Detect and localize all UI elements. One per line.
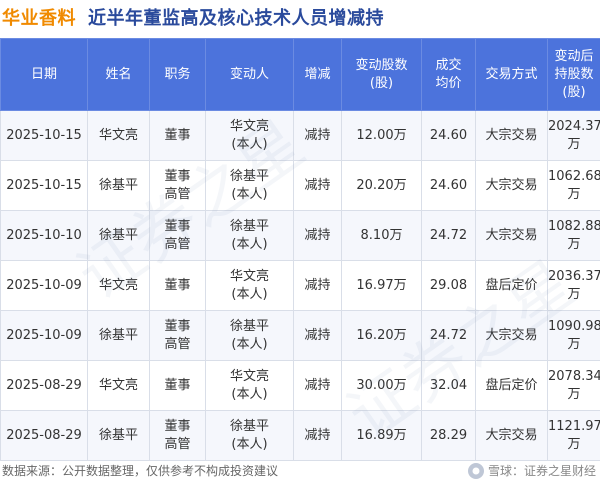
after-header: 变动后 持股数 (股) xyxy=(547,38,600,111)
price-cell: 32.04 xyxy=(421,360,476,411)
direction-cell: 减持 xyxy=(293,110,342,161)
price-cell: 24.72 xyxy=(421,310,476,361)
price-header: 成交 均价 xyxy=(421,38,476,111)
price-cell: 28.29 xyxy=(421,410,476,461)
method-cell: 大宗交易 xyxy=(475,110,548,161)
table-row: 2025-10-15 徐基平 董事 高管 徐基平 (本人) 减持 20.20万 24.60 大宗交… xyxy=(0,160,600,211)
brand-credit: 雪球：证券之星财经 xyxy=(467,462,596,479)
direction-cell: 减持 xyxy=(293,210,342,261)
date-cell: 2025-10-15 xyxy=(0,110,88,161)
direction-cell: 减持 xyxy=(293,160,342,211)
company-name: 华业香料 xyxy=(2,8,76,29)
table-body: 2025-10-15 华文亮 董事 华文亮 (本人) 减持 12.00万 24.60 大宗交易 2… xyxy=(0,110,600,461)
changer-cell: 华文亮 (本人) xyxy=(205,260,294,311)
name-cell: 徐基平 xyxy=(87,210,150,261)
table-row: 2025-10-15 华文亮 董事 华文亮 (本人) 减持 12.00万 24.60 大宗交易 2… xyxy=(0,110,600,161)
changer-cell: 华文亮 (本人) xyxy=(205,360,294,411)
role-header: 职务 xyxy=(149,38,206,111)
table-header-row: 日期 姓名 职务 变动人 增减 变动股数 (股) 成交 均价 交易方式 变动后 持股数 (股) xyxy=(0,38,600,111)
shares-header: 变动股数 (股) xyxy=(341,38,422,111)
changer-cell: 徐基平 (本人) xyxy=(205,410,294,461)
method-cell: 大宗交易 xyxy=(475,410,548,461)
table-row: 2025-10-09 徐基平 董事 高管 徐基平 (本人) 减持 16.20万 24.72 大宗交… xyxy=(0,310,600,361)
shares-cell: 30.00万 xyxy=(341,360,422,411)
method-cell: 大宗交易 xyxy=(475,160,548,211)
name-cell: 华文亮 xyxy=(87,260,150,311)
page-header: 华业香料 近半年董监高及核心技术人员增减持 xyxy=(0,0,600,34)
shares-cell: 16.89万 xyxy=(341,410,422,461)
changer-cell: 华文亮 (本人) xyxy=(205,110,294,161)
price-cell: 24.60 xyxy=(421,160,476,211)
date-cell: 2025-08-29 xyxy=(0,410,88,461)
changer-cell: 徐基平 (本人) xyxy=(205,210,294,261)
name-cell: 徐基平 xyxy=(87,160,150,211)
method-header: 交易方式 xyxy=(475,38,548,111)
role-cell: 董事 高管 xyxy=(149,310,206,361)
name-cell: 徐基平 xyxy=(87,310,150,361)
role-cell: 董事 高管 xyxy=(149,160,206,211)
changer-header: 变动人 xyxy=(205,38,294,111)
name-cell: 华文亮 xyxy=(87,110,150,161)
shares-cell: 12.00万 xyxy=(341,110,422,161)
changer-cell: 徐基平 (本人) xyxy=(205,310,294,361)
name-cell: 华文亮 xyxy=(87,360,150,411)
direction-cell: 减持 xyxy=(293,260,342,311)
date-cell: 2025-10-09 xyxy=(0,260,88,311)
direction-cell: 减持 xyxy=(293,410,342,461)
role-cell: 董事 xyxy=(149,360,206,411)
role-cell: 董事 高管 xyxy=(149,410,206,461)
role-cell: 董事 xyxy=(149,110,206,161)
after-holding-cell: 2078.34万 xyxy=(547,360,600,411)
price-cell: 24.72 xyxy=(421,210,476,261)
method-cell: 大宗交易 xyxy=(475,210,548,261)
table-row: 2025-10-10 徐基平 董事 高管 徐基平 (本人) 减持 8.10万 24.72 大宗交易… xyxy=(0,210,600,261)
date-cell: 2025-10-10 xyxy=(0,210,88,261)
holdings-change-table: 日期 姓名 职务 变动人 增减 变动股数 (股) 成交 均价 交易方式 变动后 持股数 (股) 2025… xyxy=(0,38,600,461)
footer: 数据来源：公开数据整理，仅供参考不构成投资建议 雪球：证券之星财经 xyxy=(0,458,600,483)
method-cell: 大宗交易 xyxy=(475,310,548,361)
method-cell: 盘后定价 xyxy=(475,260,548,311)
price-cell: 29.08 xyxy=(421,260,476,311)
shares-cell: 20.20万 xyxy=(341,160,422,211)
table-row: 2025-08-29 华文亮 董事 华文亮 (本人) 减持 30.00万 32.04 盘后定价 2… xyxy=(0,360,600,411)
snowball-logo-icon xyxy=(467,462,484,479)
after-holding-cell: 1082.88万 xyxy=(547,210,600,261)
date-cell: 2025-10-09 xyxy=(0,310,88,361)
direction-cell: 减持 xyxy=(293,310,342,361)
table-row: 2025-10-09 华文亮 董事 华文亮 (本人) 减持 16.97万 29.08 盘后定价 2… xyxy=(0,260,600,311)
shares-cell: 16.20万 xyxy=(341,310,422,361)
name-header: 姓名 xyxy=(87,38,150,111)
table-row: 2025-08-29 徐基平 董事 高管 徐基平 (本人) 减持 16.89万 28.29 大宗交… xyxy=(0,410,600,461)
date-cell: 2025-08-29 xyxy=(0,360,88,411)
date-cell: 2025-10-15 xyxy=(0,160,88,211)
role-cell: 董事 xyxy=(149,260,206,311)
date-header: 日期 xyxy=(0,38,88,111)
direction-cell: 减持 xyxy=(293,360,342,411)
data-source-note: 数据来源：公开数据整理，仅供参考不构成投资建议 xyxy=(2,464,279,478)
method-cell: 盘后定价 xyxy=(475,360,548,411)
role-cell: 董事 高管 xyxy=(149,210,206,261)
after-holding-cell: 2036.37万 xyxy=(547,260,600,311)
shares-cell: 8.10万 xyxy=(341,210,422,261)
price-cell: 24.60 xyxy=(421,110,476,161)
name-cell: 徐基平 xyxy=(87,410,150,461)
brand-text: 雪球：证券之星财经 xyxy=(487,464,596,478)
after-holding-cell: 1062.68万 xyxy=(547,160,600,211)
shares-cell: 16.97万 xyxy=(341,260,422,311)
changer-cell: 徐基平 (本人) xyxy=(205,160,294,211)
after-holding-cell: 1121.97万 xyxy=(547,410,600,461)
page-title: 近半年董监高及核心技术人员增减持 xyxy=(88,8,384,29)
after-holding-cell: 1090.98万 xyxy=(547,310,600,361)
after-holding-cell: 2024.37万 xyxy=(547,110,600,161)
direction-header: 增减 xyxy=(293,38,342,111)
